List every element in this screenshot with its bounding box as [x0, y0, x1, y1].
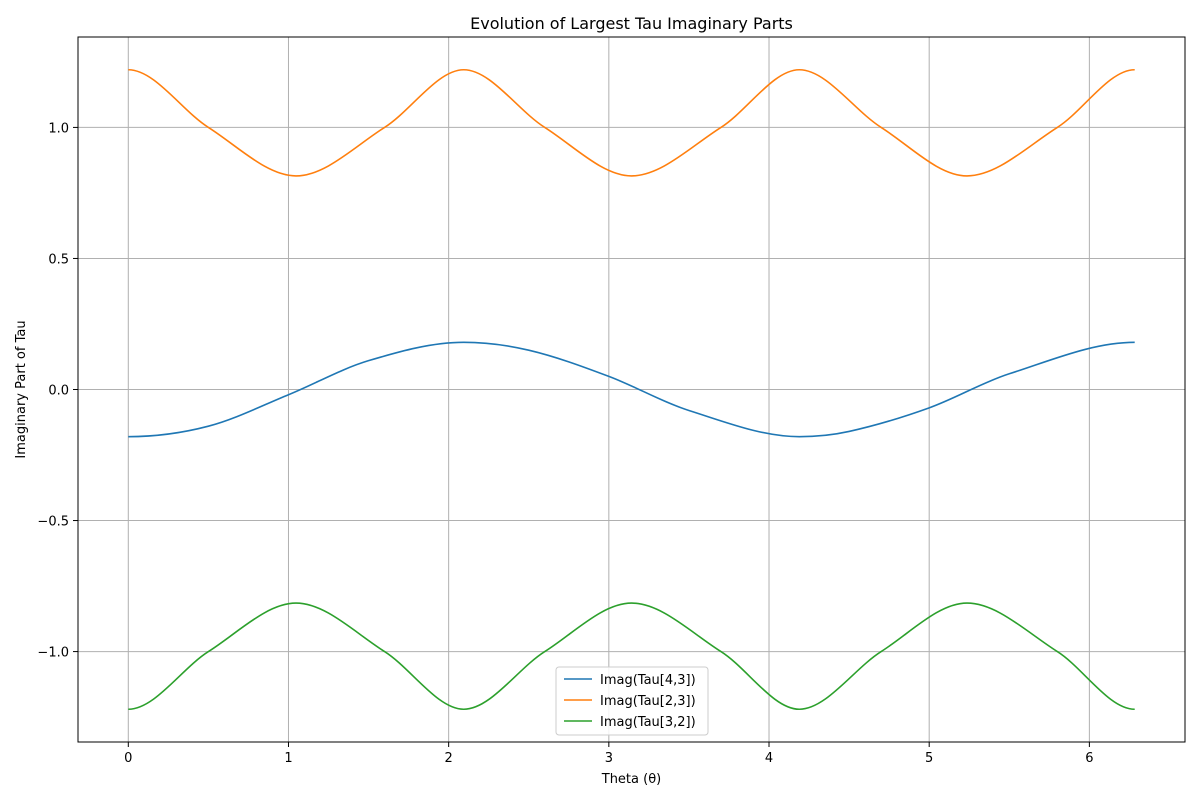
legend-entry-label: Imag(Tau[2,3]): [600, 694, 696, 709]
legend-entry-label: Imag(Tau[3,2]): [600, 715, 696, 730]
x-axis-label: Theta (θ): [601, 772, 661, 787]
y-tick-label: 0.0: [48, 384, 69, 399]
y-tick-label: 1.0: [48, 121, 69, 136]
x-tick-label: 4: [765, 751, 773, 766]
x-tick-label: 2: [445, 751, 453, 766]
series-line-3: [128, 602, 1135, 711]
x-tick-label: 0: [124, 751, 132, 766]
legend-box: [555, 666, 709, 736]
y-tick-label: −0.5: [37, 515, 69, 530]
grid: [78, 37, 1185, 742]
x-tick-label: 6: [1085, 751, 1093, 766]
y-tick-label: 0.5: [48, 252, 69, 267]
legend-entry-label: Imag(Tau[4,3]): [600, 673, 696, 688]
y-tick-label: −1.0: [37, 646, 69, 661]
axis-ticks: 0 1 2 3 4 5 6 1.0 0.5 0.0 −0.5 −1.0: [37, 121, 1093, 766]
x-tick-label: 5: [925, 751, 933, 766]
chart-title: Evolution of Largest Tau Imaginary Parts: [470, 14, 793, 33]
series-lines: [128, 68, 1135, 711]
x-tick-label: 3: [605, 751, 613, 766]
y-axis-label: Imaginary Part of Tau: [14, 320, 29, 458]
series-line-2: [128, 68, 1135, 177]
legend: Imag(Tau[4,3]) Imag(Tau[2,3]) Imag(Tau[3,2…: [555, 666, 709, 736]
series-line-1: [128, 341, 1135, 438]
x-tick-label: 1: [284, 751, 292, 766]
